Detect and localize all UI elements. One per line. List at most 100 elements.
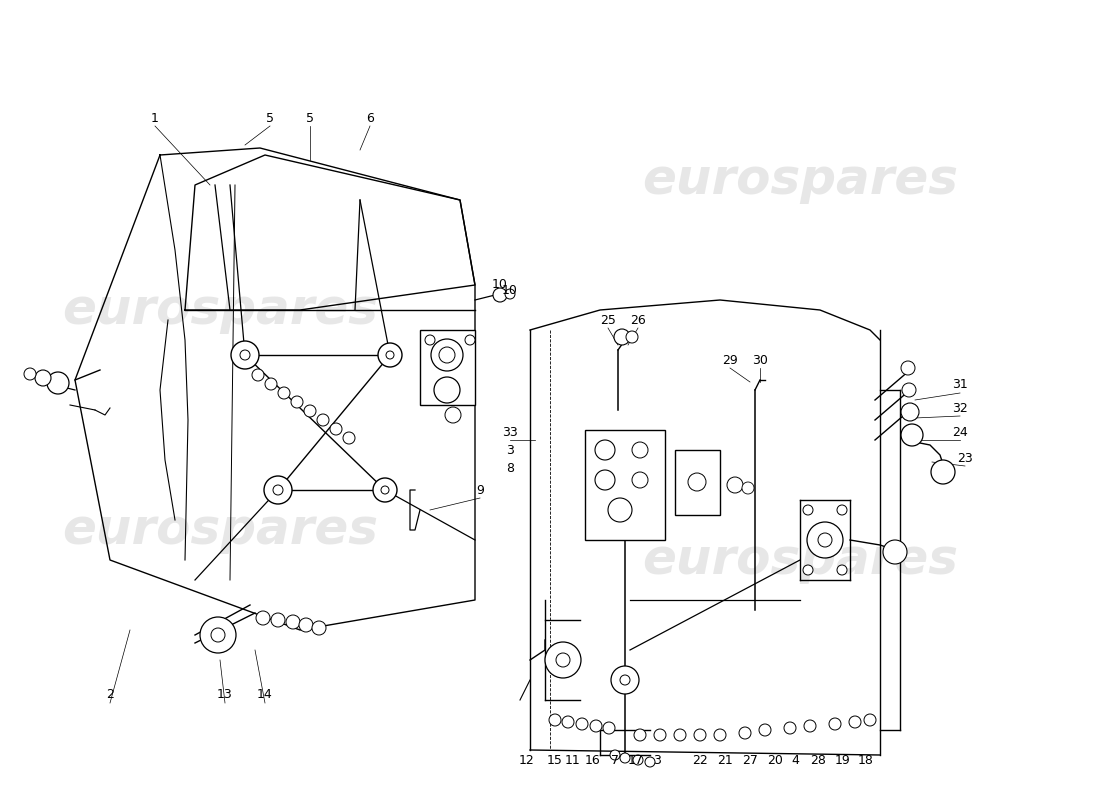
Circle shape [264,476,292,504]
Circle shape [931,460,955,484]
Text: 20: 20 [767,754,783,766]
Circle shape [632,442,648,458]
Circle shape [901,424,923,446]
FancyBboxPatch shape [675,450,720,515]
Text: 3: 3 [653,754,661,766]
Circle shape [901,403,918,421]
Circle shape [610,666,639,694]
Circle shape [807,522,843,558]
Text: 5: 5 [266,111,274,125]
Circle shape [35,370,51,386]
Circle shape [386,351,394,359]
Circle shape [902,383,916,397]
Circle shape [739,727,751,739]
Circle shape [317,414,329,426]
Circle shape [549,714,561,726]
Circle shape [465,335,475,345]
Circle shape [425,335,435,345]
Text: 24: 24 [953,426,968,438]
Text: 28: 28 [810,754,826,766]
Circle shape [439,347,455,363]
Text: 16: 16 [585,754,601,766]
Circle shape [883,540,908,564]
Circle shape [562,716,574,728]
Circle shape [829,718,842,730]
Circle shape [614,329,630,345]
Circle shape [634,729,646,741]
Circle shape [330,423,342,435]
Circle shape [803,505,813,515]
Text: eurospares: eurospares [62,506,378,554]
Circle shape [47,372,69,394]
Circle shape [595,470,615,490]
Circle shape [742,482,754,494]
Text: 5: 5 [306,111,313,125]
Text: 1: 1 [151,111,158,125]
Text: 4: 4 [791,754,799,766]
Circle shape [343,432,355,444]
Circle shape [837,565,847,575]
Text: 7: 7 [610,754,619,766]
Text: 32: 32 [953,402,968,414]
Circle shape [431,339,463,371]
Circle shape [620,753,630,763]
Circle shape [674,729,686,741]
Circle shape [304,405,316,417]
Circle shape [714,729,726,741]
Circle shape [688,473,706,491]
Text: 30: 30 [752,354,768,366]
Circle shape [211,628,226,642]
Circle shape [493,288,507,302]
Text: eurospares: eurospares [642,536,958,584]
Text: 6: 6 [366,111,374,125]
FancyBboxPatch shape [585,430,666,540]
Circle shape [24,368,36,380]
Circle shape [240,350,250,360]
Text: 19: 19 [835,754,851,766]
Text: 12: 12 [519,754,535,766]
Circle shape [312,621,326,635]
Circle shape [837,505,847,515]
Circle shape [505,289,515,299]
Circle shape [608,498,632,522]
Circle shape [544,642,581,678]
Circle shape [200,617,236,653]
Text: 14: 14 [257,689,273,702]
Text: 17: 17 [628,754,643,766]
Circle shape [654,729,666,741]
Circle shape [292,396,302,408]
Text: 25: 25 [601,314,616,326]
Circle shape [849,716,861,728]
Text: 18: 18 [858,754,873,766]
Circle shape [378,343,402,367]
Circle shape [632,472,648,488]
Text: 33: 33 [502,426,518,438]
Text: 21: 21 [717,754,733,766]
Text: 2: 2 [106,689,114,702]
Circle shape [901,361,915,375]
Circle shape [381,486,389,494]
Text: eurospares: eurospares [62,286,378,334]
Circle shape [273,485,283,495]
Text: 22: 22 [692,754,708,766]
Circle shape [818,533,832,547]
Circle shape [373,478,397,502]
Circle shape [271,613,285,627]
Circle shape [803,565,813,575]
Text: eurospares: eurospares [642,156,958,204]
Circle shape [231,341,258,369]
Circle shape [590,720,602,732]
Circle shape [610,750,620,760]
Circle shape [632,755,644,765]
Circle shape [620,675,630,685]
Text: 3: 3 [506,443,514,457]
Circle shape [278,387,290,399]
Circle shape [864,714,876,726]
Circle shape [804,720,816,732]
Circle shape [759,724,771,736]
Text: 29: 29 [722,354,738,366]
Text: 13: 13 [217,689,233,702]
Text: 10: 10 [502,283,518,297]
Text: 26: 26 [630,314,646,326]
Circle shape [556,653,570,667]
